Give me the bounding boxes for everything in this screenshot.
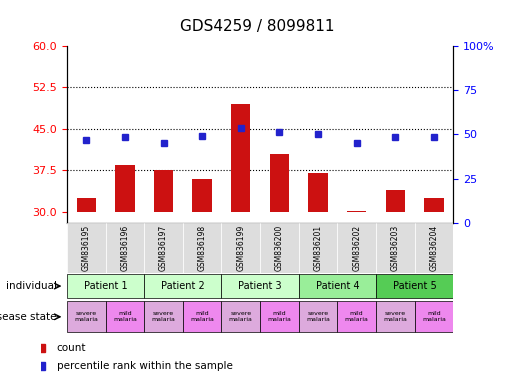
Text: GSM836198: GSM836198 xyxy=(198,225,207,271)
Text: GSM836196: GSM836196 xyxy=(121,225,129,271)
FancyBboxPatch shape xyxy=(144,301,183,333)
FancyBboxPatch shape xyxy=(183,223,221,273)
FancyBboxPatch shape xyxy=(67,301,106,333)
Text: severe
malaria: severe malaria xyxy=(383,311,407,322)
FancyBboxPatch shape xyxy=(106,223,144,273)
FancyBboxPatch shape xyxy=(260,301,299,333)
Bar xyxy=(154,170,173,212)
Bar xyxy=(115,165,134,212)
Text: severe
malaria: severe malaria xyxy=(151,311,176,322)
Text: Patient 5: Patient 5 xyxy=(393,281,436,291)
Bar xyxy=(77,198,96,212)
Bar xyxy=(270,154,289,212)
FancyBboxPatch shape xyxy=(337,223,376,273)
Text: disease state: disease state xyxy=(0,312,57,322)
Text: GDS4259 / 8099811: GDS4259 / 8099811 xyxy=(180,19,335,35)
Text: Patient 3: Patient 3 xyxy=(238,281,282,291)
Text: severe
malaria: severe malaria xyxy=(306,311,330,322)
FancyBboxPatch shape xyxy=(67,223,106,273)
Text: mild
malaria: mild malaria xyxy=(422,311,446,322)
Text: percentile rank within the sample: percentile rank within the sample xyxy=(57,361,233,371)
FancyBboxPatch shape xyxy=(299,301,337,333)
Text: mild
malaria: mild malaria xyxy=(190,311,214,322)
Text: mild
malaria: mild malaria xyxy=(345,311,369,322)
FancyBboxPatch shape xyxy=(67,274,144,298)
Text: mild
malaria: mild malaria xyxy=(267,311,291,322)
FancyBboxPatch shape xyxy=(415,223,453,273)
Text: GSM836201: GSM836201 xyxy=(314,225,322,271)
FancyBboxPatch shape xyxy=(106,301,144,333)
FancyBboxPatch shape xyxy=(376,274,453,298)
Text: count: count xyxy=(57,343,86,353)
FancyBboxPatch shape xyxy=(221,301,260,333)
FancyBboxPatch shape xyxy=(376,301,415,333)
Text: mild
malaria: mild malaria xyxy=(113,311,137,322)
Text: GSM836200: GSM836200 xyxy=(275,225,284,271)
Bar xyxy=(347,210,366,212)
Text: GSM836203: GSM836203 xyxy=(391,225,400,271)
FancyBboxPatch shape xyxy=(415,301,453,333)
FancyBboxPatch shape xyxy=(221,223,260,273)
FancyBboxPatch shape xyxy=(337,301,376,333)
Text: Patient 2: Patient 2 xyxy=(161,281,204,291)
Text: severe
malaria: severe malaria xyxy=(229,311,253,322)
FancyBboxPatch shape xyxy=(299,274,376,298)
Bar xyxy=(424,198,443,212)
Text: GSM836195: GSM836195 xyxy=(82,225,91,271)
Text: individual: individual xyxy=(6,281,57,291)
FancyBboxPatch shape xyxy=(144,274,221,298)
Text: GSM836199: GSM836199 xyxy=(236,225,245,271)
Bar xyxy=(308,173,328,212)
Bar xyxy=(386,190,405,212)
Bar xyxy=(231,104,250,212)
Text: severe
malaria: severe malaria xyxy=(74,311,98,322)
Text: Patient 4: Patient 4 xyxy=(316,281,359,291)
Text: GSM836204: GSM836204 xyxy=(430,225,438,271)
Bar xyxy=(193,179,212,212)
Text: GSM836197: GSM836197 xyxy=(159,225,168,271)
FancyBboxPatch shape xyxy=(260,223,299,273)
Text: Patient 1: Patient 1 xyxy=(84,281,127,291)
FancyBboxPatch shape xyxy=(144,223,183,273)
FancyBboxPatch shape xyxy=(376,223,415,273)
FancyBboxPatch shape xyxy=(221,274,299,298)
FancyBboxPatch shape xyxy=(183,301,221,333)
FancyBboxPatch shape xyxy=(299,223,337,273)
Text: GSM836202: GSM836202 xyxy=(352,225,361,271)
